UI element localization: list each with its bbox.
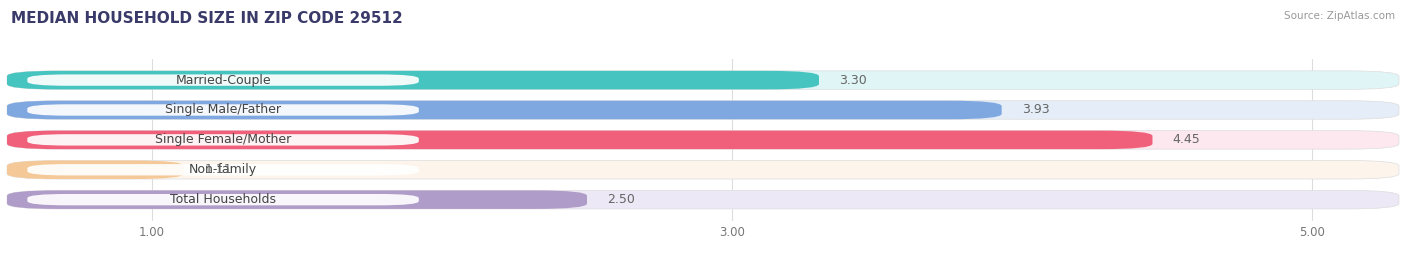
FancyBboxPatch shape xyxy=(7,101,1001,119)
Text: Non-family: Non-family xyxy=(188,163,257,176)
FancyBboxPatch shape xyxy=(7,131,1153,149)
FancyBboxPatch shape xyxy=(27,104,419,116)
Text: 2.50: 2.50 xyxy=(607,193,636,206)
FancyBboxPatch shape xyxy=(7,71,818,89)
Text: 3.30: 3.30 xyxy=(839,74,868,87)
Text: 1.11: 1.11 xyxy=(204,163,232,176)
Text: Married-Couple: Married-Couple xyxy=(176,74,271,87)
FancyBboxPatch shape xyxy=(27,164,419,175)
FancyBboxPatch shape xyxy=(27,75,419,86)
FancyBboxPatch shape xyxy=(7,190,1399,209)
Text: MEDIAN HOUSEHOLD SIZE IN ZIP CODE 29512: MEDIAN HOUSEHOLD SIZE IN ZIP CODE 29512 xyxy=(11,11,404,26)
FancyBboxPatch shape xyxy=(7,161,184,179)
FancyBboxPatch shape xyxy=(7,190,588,209)
Text: 3.93: 3.93 xyxy=(1022,104,1050,116)
Text: Source: ZipAtlas.com: Source: ZipAtlas.com xyxy=(1284,11,1395,21)
FancyBboxPatch shape xyxy=(7,131,1399,149)
Text: Total Households: Total Households xyxy=(170,193,276,206)
Text: 4.45: 4.45 xyxy=(1173,133,1201,146)
FancyBboxPatch shape xyxy=(7,161,1399,179)
FancyBboxPatch shape xyxy=(27,134,419,146)
FancyBboxPatch shape xyxy=(7,71,1399,89)
FancyBboxPatch shape xyxy=(7,101,1399,119)
FancyBboxPatch shape xyxy=(27,194,419,205)
Text: Single Female/Mother: Single Female/Mother xyxy=(155,133,291,146)
Text: Single Male/Father: Single Male/Father xyxy=(165,104,281,116)
